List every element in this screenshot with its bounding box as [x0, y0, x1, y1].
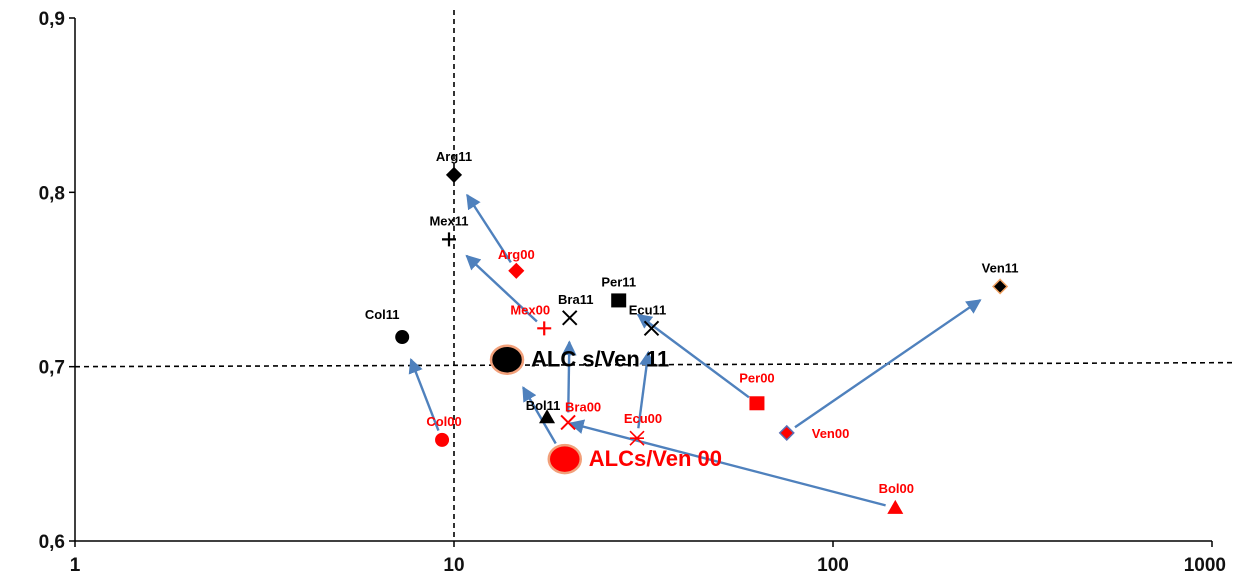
x-tick-label: 100 — [817, 555, 849, 576]
label-bol00: Bol00 — [879, 481, 914, 496]
x-tick-label: 1000 — [1184, 555, 1226, 576]
point-bol11 — [539, 409, 556, 424]
label-average-alc-s-ven-11: ALC s/Ven 11 — [531, 347, 669, 372]
point-bra00 — [560, 414, 576, 431]
label-ven00: Ven00 — [812, 426, 850, 441]
label-per00: Per00 — [739, 370, 774, 385]
label-bra00: Bra00 — [565, 399, 601, 414]
label-bol11: Bol11 — [526, 398, 561, 413]
arrow-mex00-to-mex11 — [465, 254, 538, 323]
arrow-ecu00-to-ecu11 — [637, 350, 654, 429]
arrow-bol00-to-bol11 — [568, 419, 886, 507]
label-arg00: Arg00 — [498, 247, 535, 262]
label-ecu00: Ecu00 — [624, 411, 662, 426]
label-ecu11: Ecu11 — [629, 302, 667, 317]
point-col00 — [435, 432, 450, 447]
arrow-per00-to-per11 — [636, 313, 750, 399]
arrow-col00-to-col11 — [408, 358, 440, 431]
point-ven11 — [992, 278, 1009, 295]
label-mex11: Mex11 — [429, 213, 468, 228]
data-labels: Arg00 Arg11 Mex00 Mex11 Col00 Col11 Bra00 Bra11… — [365, 149, 1019, 496]
point-mex00 — [537, 321, 552, 336]
point-mex11 — [441, 232, 456, 247]
label-arg11: Arg11 — [436, 149, 472, 164]
y-tick-label: 0,6 — [39, 532, 65, 553]
point-per00 — [749, 396, 765, 411]
point-ecu00 — [629, 430, 645, 446]
label-col11: Col11 — [365, 307, 400, 322]
label-ven11: Ven11 — [982, 260, 1019, 275]
label-mex00: Mex00 — [510, 302, 550, 317]
point-col11 — [395, 330, 410, 345]
label-col00: Col00 — [426, 414, 461, 429]
average-point-alc-s-ven-11 — [489, 344, 525, 375]
y-tick-label: 0,7 — [39, 358, 65, 379]
y-tick-label: 0,8 — [39, 183, 65, 204]
point-bol00 — [887, 499, 904, 514]
x-tick-label: 10 — [443, 555, 464, 576]
point-ven00 — [778, 424, 795, 441]
arrow-alcs-ven-00-to-alc-s-ven-11 — [522, 386, 557, 445]
point-bra11 — [562, 310, 578, 326]
arrow-arg00-to-arg11 — [466, 193, 512, 264]
point-arg00 — [508, 262, 525, 279]
x-tick-label: 1 — [70, 555, 81, 576]
y-tick-label: 0,9 — [39, 9, 65, 30]
label-average-alcs-ven-00: ALCs/Ven 00 — [589, 446, 722, 471]
arrows — [408, 193, 982, 507]
point-arg11 — [445, 166, 463, 183]
arrow-bra00-to-bra11 — [561, 340, 577, 413]
axes: 1 10 100 1000 0,6 0,7 0,8 0,9 — [39, 9, 1226, 576]
average-point-alcs-ven-00 — [547, 443, 583, 475]
arrow-ven00-to-ven11 — [794, 299, 982, 429]
point-per11 — [611, 293, 627, 308]
label-bra11: Bra11 — [558, 292, 593, 307]
label-per11: Per11 — [601, 274, 636, 289]
data-points — [395, 166, 1009, 514]
point-ecu11 — [643, 320, 660, 337]
